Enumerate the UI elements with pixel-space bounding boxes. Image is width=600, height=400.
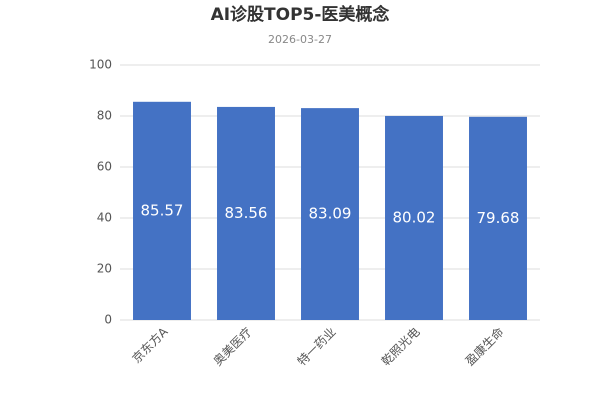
bar xyxy=(469,116,527,320)
x-tick-label: 盈康生命 xyxy=(462,324,507,369)
x-tick-label: 特一药业 xyxy=(294,324,339,369)
chart-subtitle: 2026-03-27 xyxy=(268,33,332,46)
chart-title: AI诊股TOP5-医美概念 xyxy=(211,4,390,25)
bar xyxy=(217,106,275,320)
value-label: 85.57 xyxy=(141,201,184,219)
value-label: 79.68 xyxy=(477,209,520,227)
value-label: 80.02 xyxy=(393,208,436,226)
y-tick-label: 0 xyxy=(104,313,112,327)
bar xyxy=(133,101,191,320)
y-tick-label: 60 xyxy=(97,160,112,174)
y-tick-label: 80 xyxy=(97,109,112,123)
value-label: 83.56 xyxy=(225,204,268,222)
bar xyxy=(385,115,443,320)
x-tick-label: 京东方A xyxy=(129,323,171,365)
y-tick-label: 20 xyxy=(97,262,112,276)
y-tick-label: 40 xyxy=(97,211,112,225)
bar xyxy=(301,108,359,320)
y-tick-label: 100 xyxy=(89,58,112,72)
value-label: 83.09 xyxy=(309,205,352,223)
x-tick-label: 乾照光电 xyxy=(379,325,423,369)
x-tick-label: 奥美医疗 xyxy=(211,325,255,369)
